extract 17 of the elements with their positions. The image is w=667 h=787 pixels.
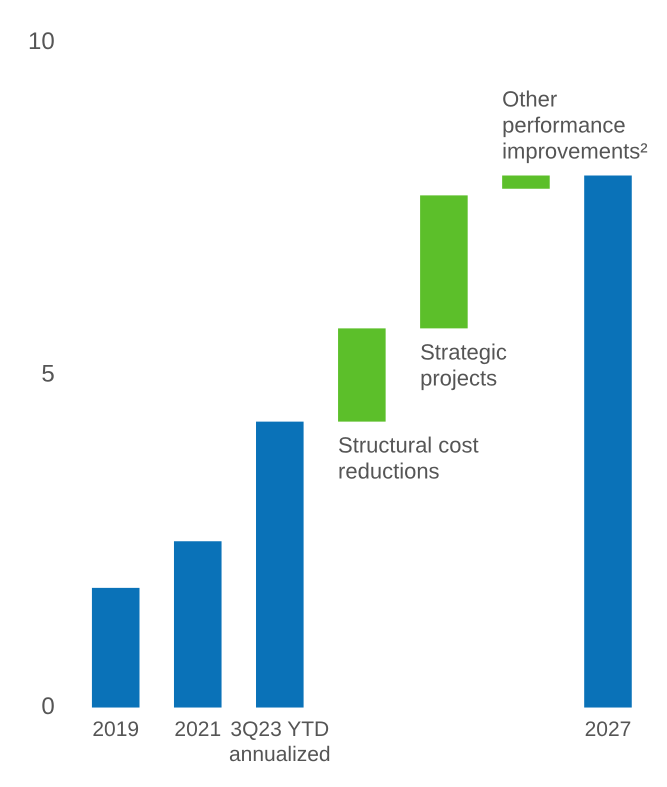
- bar: [256, 422, 304, 708]
- x-tick-label: 2021: [174, 718, 222, 741]
- y-tick-label: 10: [28, 28, 55, 56]
- bar: [338, 328, 386, 422]
- annotation: Other performance improvements²: [502, 86, 648, 164]
- bar: [502, 175, 550, 189]
- bar: [92, 588, 140, 708]
- y-tick-label: 5: [41, 360, 55, 388]
- bar: [420, 195, 468, 328]
- x-tick-label: 2019: [92, 718, 140, 741]
- bar: [174, 541, 222, 708]
- x-tick-label: 2027: [584, 718, 632, 741]
- y-tick-label: 0: [41, 693, 55, 720]
- x-tick-label: 3Q23 YTD annualized: [229, 718, 331, 766]
- annotation: Strategic projects: [420, 340, 507, 390]
- bar: [584, 175, 632, 708]
- annotation: Structural cost reductions: [338, 432, 479, 484]
